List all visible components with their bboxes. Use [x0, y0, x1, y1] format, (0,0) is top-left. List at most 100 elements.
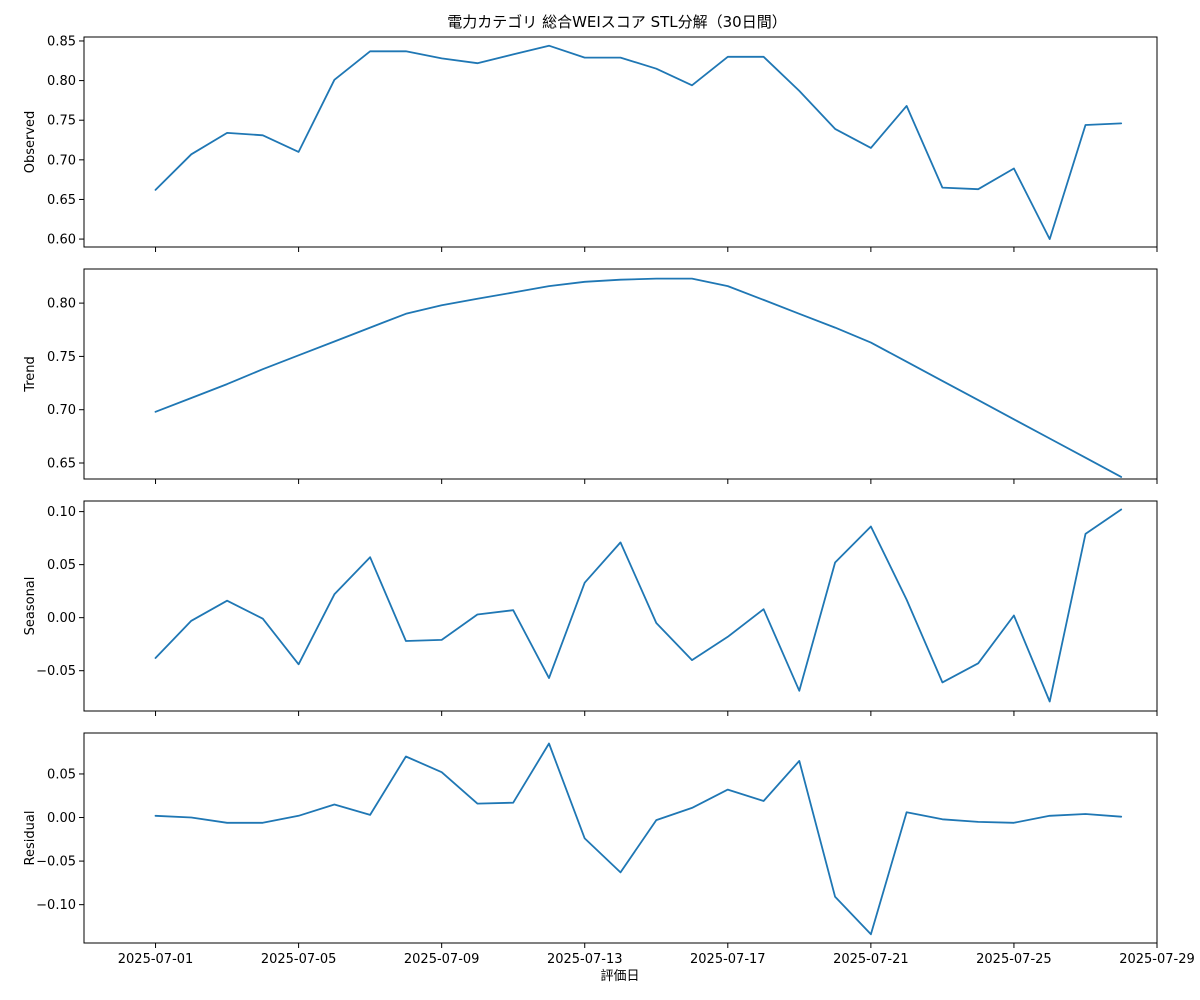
- data-point: [298, 151, 300, 153]
- data-point: [476, 298, 478, 300]
- chart-title: 電力カテゴリ 総合WEIスコア STL分解（30日間）: [447, 13, 786, 31]
- panels-group: 0.60 0.65 0.70 0.75 0.80 0.85 Observed 0.65 0.70…: [23, 34, 1195, 967]
- plot-frame: [83, 268, 1158, 480]
- data-point: [405, 50, 407, 52]
- y-axis-label: Residual: [23, 811, 38, 866]
- data-point: [405, 313, 407, 315]
- data-point: [906, 811, 908, 813]
- data-point: [763, 608, 765, 610]
- data-point: [870, 147, 872, 149]
- data-point: [298, 354, 300, 356]
- data-point: [298, 663, 300, 665]
- y-tick-label: 0.70: [47, 153, 76, 168]
- panel-residual: −0.10 −0.05 0.00 0.05 2025-07-01 2025-07-05 20…: [23, 732, 1195, 967]
- data-point: [977, 188, 979, 190]
- y-axis-label: Trend: [23, 356, 38, 393]
- x-tick-label: 2025-07-09: [404, 952, 480, 967]
- y-tick-label: 0.05: [47, 558, 76, 573]
- x-tick-label: 2025-07-13: [547, 952, 623, 967]
- data-point: [906, 599, 908, 601]
- data-point: [941, 818, 943, 820]
- data-point: [763, 56, 765, 58]
- data-point: [1120, 508, 1122, 510]
- data-point: [584, 582, 586, 584]
- data-point: [1013, 615, 1015, 617]
- series-line-trend: [154, 277, 1123, 478]
- data-point: [369, 327, 371, 329]
- data-point: [655, 819, 657, 821]
- data-point: [870, 933, 872, 935]
- y-tick-label: 0.85: [47, 34, 76, 49]
- y-tick-label: 0.80: [47, 297, 76, 312]
- y-tick-label: 0.80: [47, 74, 76, 89]
- data-point: [190, 153, 192, 155]
- data-point: [512, 291, 514, 293]
- data-point: [727, 285, 729, 287]
- data-point: [476, 613, 478, 615]
- y-tick-label: 0.70: [47, 403, 76, 418]
- data-point: [655, 68, 657, 70]
- data-point: [226, 600, 228, 602]
- data-point: [691, 659, 693, 661]
- y-tick-label: −0.10: [36, 898, 76, 913]
- data-point: [906, 361, 908, 363]
- data-point: [548, 285, 550, 287]
- y-tick-label: 0.00: [47, 811, 76, 826]
- data-point: [870, 525, 872, 527]
- data-point: [727, 636, 729, 638]
- data-point: [1049, 815, 1051, 817]
- data-point: [691, 807, 693, 809]
- data-point: [1013, 418, 1015, 420]
- data-point: [584, 281, 586, 283]
- data-point: [405, 640, 407, 642]
- series-line-seasonal: [154, 508, 1123, 703]
- data-point: [441, 304, 443, 306]
- data-point: [512, 53, 514, 55]
- data-point: [262, 618, 264, 620]
- data-point: [441, 639, 443, 641]
- data-point: [226, 383, 228, 385]
- data-point: [941, 187, 943, 189]
- data-point: [512, 802, 514, 804]
- data-point: [226, 822, 228, 824]
- data-point: [941, 380, 943, 382]
- data-point: [798, 690, 800, 692]
- data-point: [763, 800, 765, 802]
- data-point: [834, 562, 836, 564]
- data-point: [333, 79, 335, 81]
- data-point: [798, 760, 800, 762]
- data-point: [834, 896, 836, 898]
- x-tick-label: 2025-07-21: [833, 952, 909, 967]
- data-point: [262, 822, 264, 824]
- data-point: [262, 134, 264, 136]
- plot-frame: [83, 500, 1158, 712]
- y-tick-label: 0.75: [47, 114, 76, 129]
- data-point: [155, 411, 157, 413]
- data-point: [1084, 533, 1086, 535]
- data-point: [476, 62, 478, 64]
- data-point: [190, 397, 192, 399]
- data-point: [620, 541, 622, 543]
- data-point: [834, 128, 836, 130]
- data-point: [977, 399, 979, 401]
- data-point: [226, 132, 228, 134]
- data-point: [262, 368, 264, 370]
- data-point: [441, 57, 443, 59]
- y-tick-label: 0.65: [47, 193, 76, 208]
- x-tick-label: 2025-07-05: [261, 952, 337, 967]
- data-point: [548, 45, 550, 47]
- y-tick-label: 0.00: [47, 611, 76, 626]
- data-point: [977, 821, 979, 823]
- data-point: [834, 327, 836, 329]
- data-point: [763, 299, 765, 301]
- series-line-observed: [154, 44, 1123, 241]
- data-point: [441, 771, 443, 773]
- data-point: [1084, 457, 1086, 459]
- data-point: [548, 677, 550, 679]
- data-point: [1120, 476, 1122, 478]
- x-tick-label: 2025-07-25: [976, 952, 1052, 967]
- x-tick-label: 2025-07-29: [1119, 952, 1195, 967]
- panel-observed: 0.60 0.65 0.70 0.75 0.80 0.85 Observed: [23, 34, 1158, 252]
- data-point: [941, 681, 943, 683]
